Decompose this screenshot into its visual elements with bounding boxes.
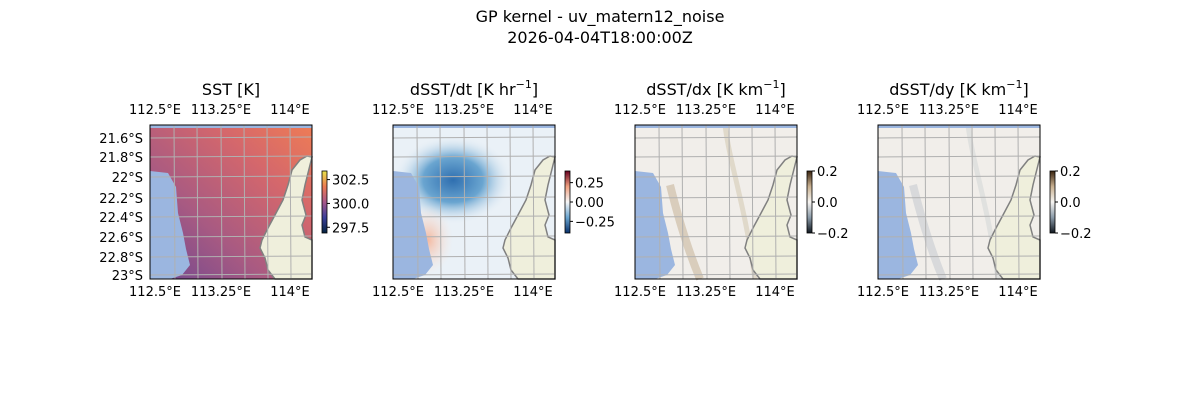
lon-label-bottom: 113.25°E (191, 285, 251, 300)
lat-label: 22.4°S (99, 211, 143, 226)
panel-2: dSST/dt [K hr−1] 112.5°E 112.5°E 113.25°E 11… (372, 78, 615, 300)
colorbar-tick-label: 0.2 (817, 165, 838, 180)
colorbar-gradient (1049, 170, 1056, 234)
colorbar-tick-label: −0.2 (1060, 227, 1092, 242)
masked-region (635, 125, 797, 128)
gridlines (392, 124, 556, 280)
colorbar-gradient (321, 170, 328, 234)
lon-label-bottom: 113.25°E (919, 285, 979, 300)
lon-label-top: 112.5°E (372, 103, 424, 118)
lon-label-bottom: 114°E (270, 285, 310, 300)
colorbar-tick-label: −0.2 (817, 227, 849, 242)
masked-region (393, 125, 555, 128)
axes-frame (877, 124, 1041, 280)
lat-label: 22.2°S (99, 192, 143, 207)
lon-label-top: 114°E (513, 103, 553, 118)
data-field (635, 124, 798, 281)
lon-label-bottom: 114°E (998, 285, 1038, 300)
lon-label-top: 113.25°E (434, 103, 494, 118)
lon-label-top: 112.5°E (129, 103, 181, 118)
panel-title: SST [K] (202, 80, 260, 99)
colorbar: 0.25 0.00 −0.25 (564, 170, 615, 234)
colorbar-tick-label: 0.0 (817, 196, 838, 211)
axes-frame (392, 124, 556, 280)
colorbar-tick-label: 0.0 (1060, 196, 1081, 211)
lon-label-bottom: 114°E (755, 285, 795, 300)
lon-label-top: 113.25°E (676, 103, 736, 118)
lat-label: 21.6°S (99, 132, 143, 147)
lon-label-bottom: 113.25°E (434, 285, 494, 300)
colorbar-tick-label: 0.25 (575, 177, 604, 192)
lon-label-bottom: 112.5°E (372, 285, 424, 300)
lon-label-top: 112.5°E (857, 103, 909, 118)
colorbar: 0.2 0.0 −0.2 (1049, 165, 1092, 242)
lon-label-top: 114°E (270, 103, 310, 118)
colorbar-tick-label: 0.2 (1060, 165, 1081, 180)
axes-frame (149, 124, 313, 280)
gridlines (149, 124, 313, 280)
lon-label-bottom: 112.5°E (857, 285, 909, 300)
gradient-streak (666, 184, 704, 281)
figure-title-line2: 2026-04-04T18:00:00Z (507, 28, 693, 47)
colorbar-tick-label: −0.25 (575, 215, 615, 230)
gridlines (634, 124, 798, 280)
lon-label-bottom: 112.5°E (614, 285, 666, 300)
colorbar-tick-label: 302.5 (332, 174, 369, 189)
masked-region (878, 125, 1040, 128)
lat-label: 21.8°S (99, 151, 143, 166)
gradient-streak (909, 184, 947, 281)
lon-label-top: 114°E (755, 103, 795, 118)
lon-label-bottom: 114°E (513, 285, 553, 300)
gridlines (877, 124, 1041, 280)
colorbar: 302.5 300.0 297.5 (321, 170, 369, 236)
lon-label-top: 112.5°E (614, 103, 666, 118)
panel-title: dSST/dx [K km−1] (646, 78, 785, 99)
panel-1: SST [K] 112.5°E 112.5°E 113.25°E 113.25°E 114… (99, 80, 369, 300)
colorbar-tick-label: 300.0 (332, 197, 369, 212)
lon-label-top: 114°E (998, 103, 1038, 118)
masked-region (150, 125, 312, 128)
lat-label: 23°S (112, 269, 143, 284)
lat-label: 22.8°S (99, 251, 143, 266)
colorbar-tick-label: 297.5 (332, 221, 369, 236)
panel-4: dSST/dy [K km−1] 112.5°E 112.5°E 113.25°E 11… (857, 78, 1092, 300)
panel-title: dSST/dt [K hr−1] (410, 78, 538, 99)
data-field (150, 125, 313, 280)
data-field (878, 124, 1041, 281)
panel-title: dSST/dy [K km−1] (889, 78, 1028, 99)
lat-label: 22.6°S (99, 231, 143, 246)
axes-frame (634, 124, 798, 280)
colorbar-gradient (564, 170, 571, 234)
lon-label-bottom: 112.5°E (129, 285, 181, 300)
negative-anomaly (393, 135, 513, 225)
lat-label: 22°S (112, 171, 143, 186)
lon-label-top: 113.25°E (919, 103, 979, 118)
figure-title-line1: GP kernel - uv_matern12_noise (476, 7, 725, 27)
lon-label-bottom: 113.25°E (676, 285, 736, 300)
colorbar: 0.2 0.0 −0.2 (806, 165, 849, 242)
data-field (393, 125, 556, 280)
panel-3: dSST/dx [K km−1] 112.5°E 112.5°E 113.25°E 11… (614, 78, 849, 300)
colorbar-tick-label: 0.00 (575, 196, 604, 211)
lon-label-top: 113.25°E (191, 103, 251, 118)
colorbar-gradient (806, 170, 813, 234)
